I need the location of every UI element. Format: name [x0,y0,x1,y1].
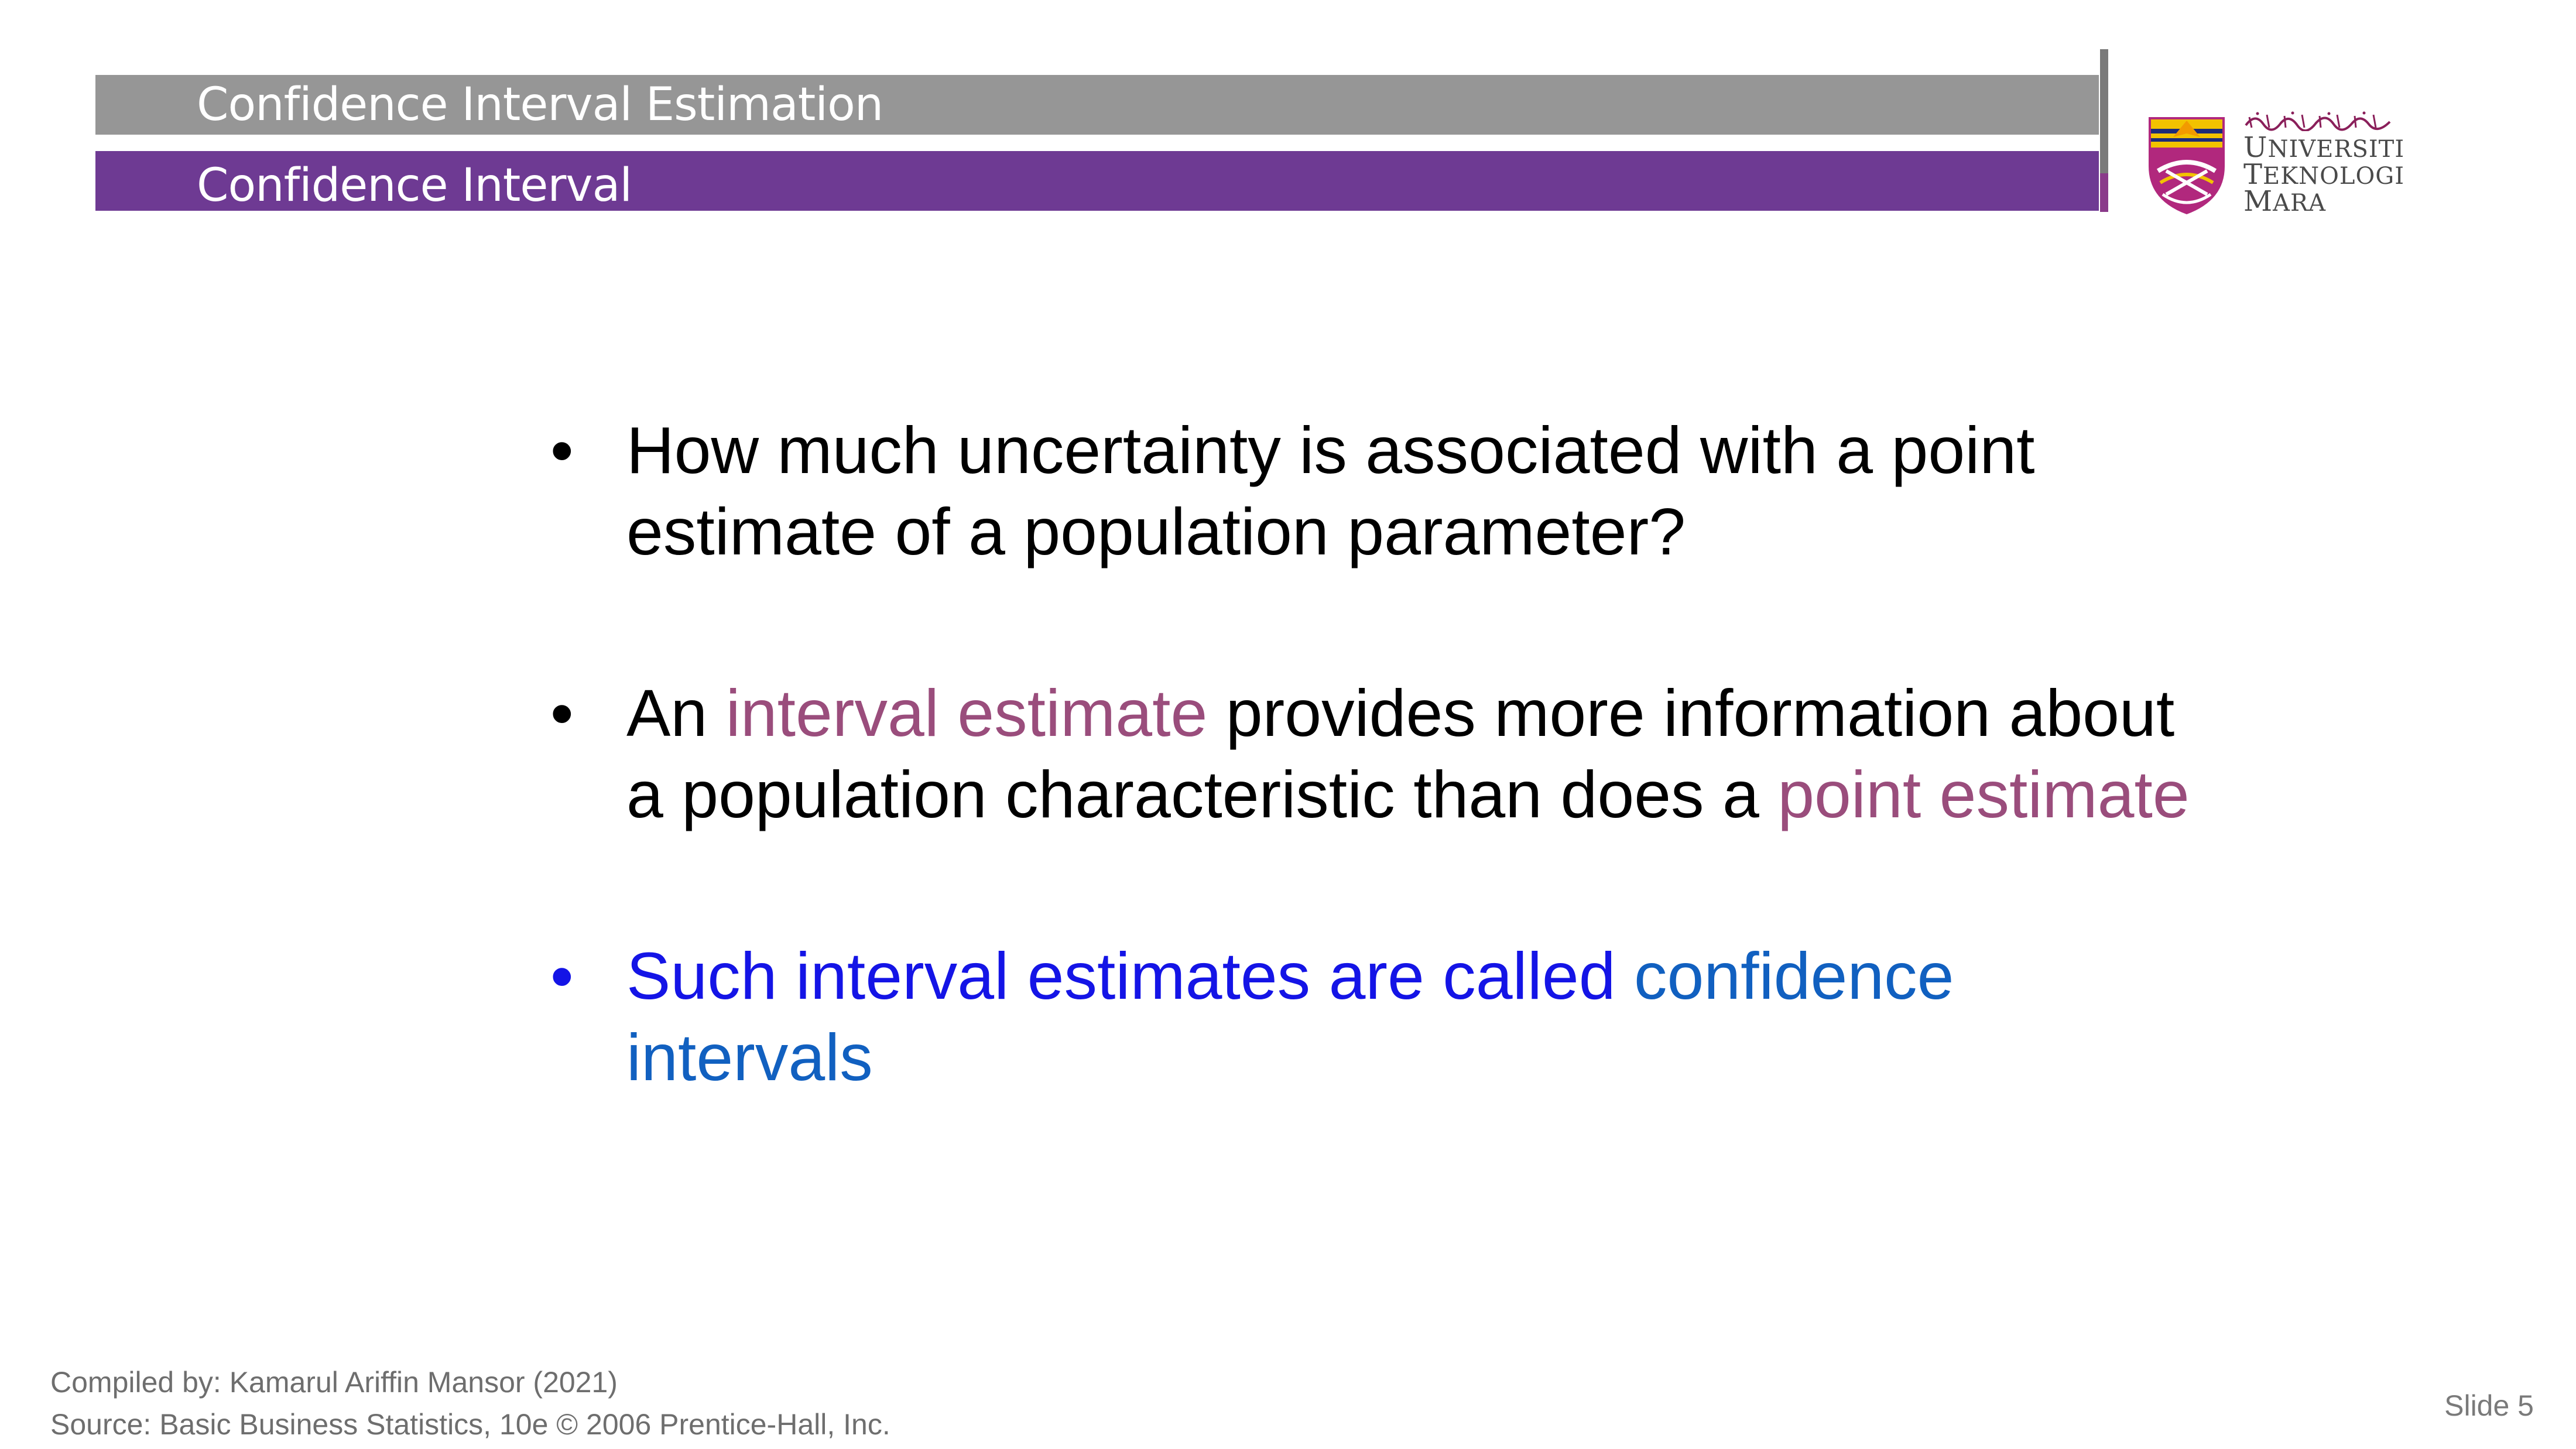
slide-title: Confidence Interval Estimation [197,78,883,131]
bullet-dot-icon: • [550,413,574,487]
slide-subtitle: Confidence Interval [197,159,632,212]
logo-text-teknologi: TEKNOLOGI [2243,158,2404,191]
bullet-list: • How much uncertainty is associated wit… [550,410,2190,1098]
header-divider [2100,49,2108,208]
bullet-text: An [626,676,726,750]
bullet-dot-icon: • [550,676,574,750]
uitm-crest-icon [2149,117,2225,214]
footer: Compiled by: Kamarul Ariffin Mansor (202… [50,1361,890,1445]
logo-text-universiti: UNIVERSITI [2243,131,2405,164]
title-bar: Confidence Interval Estimation [95,75,2099,135]
highlight-term: confidence intervals [626,939,1954,1094]
bullet-item: • An interval estimate provides more inf… [550,673,2190,835]
university-logo: UNIVERSITI TEKNOLOGI MARA [2143,107,2404,218]
bullet-item: • Such interval estimates are called con… [550,936,2190,1098]
arabic-jawi-university-name [2245,111,2391,131]
highlight-term: interval estimate [725,676,1208,750]
logo-text-mara: MARA [2243,185,2327,218]
bullet-text: Such interval estimates are called [626,939,1634,1013]
highlight-term: point estimate [1777,758,2190,831]
slide-number: Slide 5 [2444,1389,2534,1422]
bullet-text: provides more information about a popula… [626,676,2175,831]
bullet-dot-icon: • [550,939,574,1013]
header-divider-accent [2100,173,2108,212]
bullet-text: How much uncertainty is associated with … [626,413,2035,568]
footer-compiled-by: Compiled by: Kamarul Ariffin Mansor (202… [50,1366,618,1399]
footer-source: Source: Basic Business Statistics, 10e ©… [50,1408,890,1441]
bullet-item: • How much uncertainty is associated wit… [550,410,2190,573]
subtitle-bar: Confidence Interval [95,151,2099,212]
